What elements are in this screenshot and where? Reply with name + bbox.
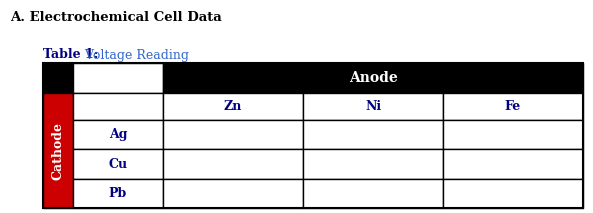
Bar bbox=[303, 179, 443, 208]
Bar bbox=[303, 120, 443, 149]
Text: Ni: Ni bbox=[365, 100, 381, 113]
Bar bbox=[73, 63, 163, 93]
Bar bbox=[163, 149, 303, 179]
Text: Cathode: Cathode bbox=[52, 121, 65, 180]
Bar bbox=[303, 149, 443, 179]
Bar bbox=[73, 120, 163, 149]
Bar bbox=[443, 149, 583, 179]
Bar bbox=[43, 93, 73, 208]
Bar bbox=[303, 93, 443, 120]
Bar bbox=[443, 120, 583, 149]
Bar bbox=[443, 179, 583, 208]
Text: Voltage Reading: Voltage Reading bbox=[81, 49, 189, 62]
Bar bbox=[73, 179, 163, 208]
Text: Pb: Pb bbox=[109, 187, 127, 200]
Text: Table 1:: Table 1: bbox=[43, 49, 98, 62]
Bar bbox=[163, 179, 303, 208]
Bar bbox=[163, 120, 303, 149]
Bar bbox=[43, 63, 73, 93]
Bar bbox=[73, 149, 163, 179]
Text: Ag: Ag bbox=[109, 128, 127, 141]
Text: Zn: Zn bbox=[224, 100, 242, 113]
Text: A. Electrochemical Cell Data: A. Electrochemical Cell Data bbox=[10, 11, 222, 24]
Text: Fe: Fe bbox=[505, 100, 521, 113]
Bar bbox=[163, 93, 303, 120]
Bar bbox=[163, 63, 583, 93]
Text: Anode: Anode bbox=[349, 71, 397, 85]
Text: Cu: Cu bbox=[109, 157, 127, 170]
Bar bbox=[43, 63, 583, 208]
Bar bbox=[73, 93, 163, 120]
Bar bbox=[443, 93, 583, 120]
